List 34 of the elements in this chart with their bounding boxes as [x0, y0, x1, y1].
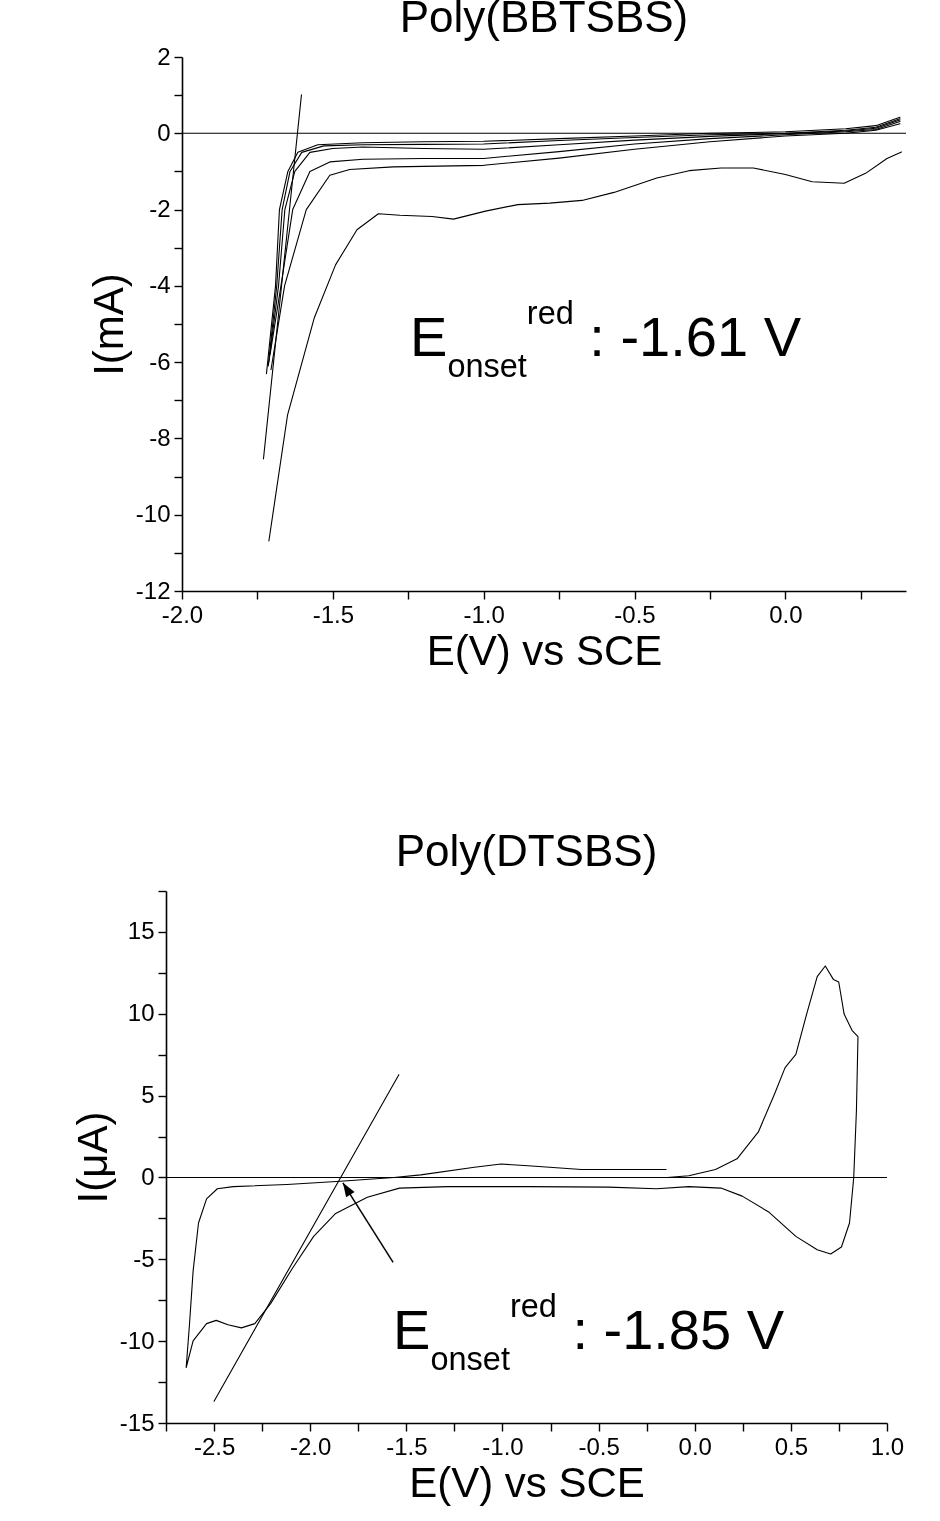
y-tick-label: -10 — [119, 1326, 155, 1354]
x-axis-title: E(V) vs SCE — [426, 626, 663, 674]
y-tick-label: -10 — [135, 500, 171, 528]
y-tick-label: 15 — [127, 917, 155, 945]
y-tick-label: 0 — [157, 118, 171, 146]
x-tick-label: -1.0 — [482, 1432, 524, 1460]
x-tick-label: 1.0 — [870, 1432, 905, 1460]
y-tick-label: -4 — [149, 271, 171, 299]
x-tick-label: 0.0 — [769, 600, 803, 628]
y-tick-label: -6 — [149, 347, 171, 375]
x-axis-title: E(V) vs SCE — [409, 1458, 645, 1506]
annotation: E$_{onset}$$^{red}$ : -1.85 V — [393, 1287, 785, 1377]
x-tick-label: -2.5 — [193, 1432, 236, 1460]
x-tick-label: 0.5 — [774, 1432, 809, 1460]
y-axis-title: I(μA) — [68, 1111, 116, 1204]
x-tick-label: -1.5 — [312, 600, 355, 628]
y-tick-label: -15 — [119, 1408, 155, 1436]
x-tick-label: -2.0 — [290, 1432, 332, 1460]
x-tick-label: -1.5 — [386, 1432, 428, 1460]
annotation: E$_{onset}$$^{red}$ : -1.61 V — [410, 295, 802, 385]
chart-title: Poly(BBTSBS) — [399, 0, 689, 41]
x-tick-label: -1.0 — [463, 600, 505, 628]
y-tick-label: 5 — [141, 1081, 155, 1109]
chart-title: Poly(DTSBS) — [395, 826, 658, 875]
y-tick-label: -5 — [133, 1244, 155, 1272]
y-tick-label: 10 — [127, 999, 155, 1027]
x-tick-label: 0.0 — [678, 1432, 712, 1460]
y-axis-title: I(mA) — [84, 273, 132, 376]
y-tick-label: -8 — [149, 423, 171, 451]
y-tick-label: -2 — [149, 195, 171, 223]
y-tick-label: 0 — [141, 1162, 155, 1190]
x-tick-label: -0.5 — [614, 600, 656, 628]
x-tick-label: -0.5 — [578, 1432, 620, 1460]
y-tick-label: 2 — [157, 42, 171, 70]
